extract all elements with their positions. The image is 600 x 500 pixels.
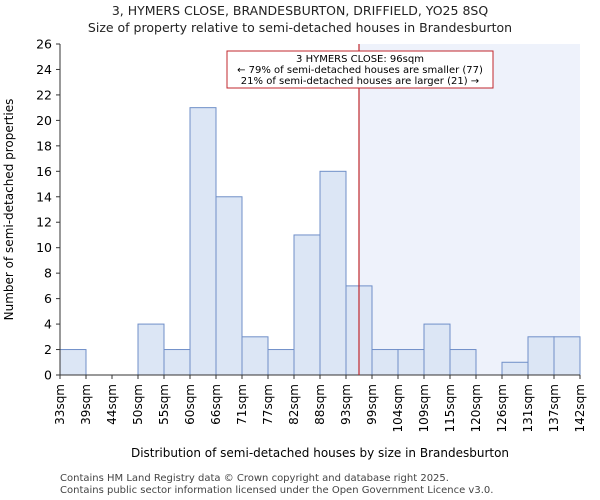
y-tick-label: 20 (36, 113, 52, 128)
y-tick-label: 18 (36, 138, 52, 153)
x-tick-label: 71sqm (235, 384, 249, 425)
annotation-line-1: 3 HYMERS CLOSE: 96sqm (296, 54, 424, 65)
histogram-bar (527, 336, 555, 376)
x-tick-label: 115sqm (443, 384, 457, 432)
histogram-bar (137, 323, 165, 376)
x-tick-label: 88sqm (313, 384, 327, 425)
histogram-bar (163, 349, 191, 376)
x-tick-label: 99sqm (365, 384, 379, 425)
x-tick-label: 109sqm (417, 384, 431, 432)
x-tick-label: 66sqm (209, 384, 223, 425)
y-tick-label: 2 (44, 342, 52, 357)
x-tick-label: 44sqm (105, 384, 119, 425)
histogram-bar (267, 349, 295, 376)
histogram-bar (189, 107, 217, 376)
histogram-bar (215, 196, 243, 376)
chart-title: 3, HYMERS CLOSE, BRANDESBURTON, DRIFFIEL… (111, 3, 489, 18)
x-tick-label: 137sqm (547, 384, 561, 432)
x-tick-label: 77sqm (261, 384, 275, 425)
histogram-bar (449, 349, 477, 376)
annotation-frame (226, 50, 494, 89)
annotation-box: 3 HYMERS CLOSE: 96sqm ← 79% of semi-deta… (226, 50, 494, 89)
x-tick-label: 126sqm (495, 384, 509, 432)
y-tick-label: 26 (36, 37, 52, 52)
histogram-bar (501, 361, 529, 376)
y-tick-label: 22 (36, 87, 52, 102)
histogram-bar (371, 349, 399, 376)
y-tick-label: 6 (44, 291, 52, 306)
y-tick-label: 0 (44, 368, 52, 383)
histogram-bar (241, 336, 269, 376)
x-tick-label: 120sqm (469, 384, 483, 432)
histogram-bar (423, 323, 451, 376)
x-tick-label: 104sqm (391, 384, 405, 432)
footer-licence: Contains public sector information licen… (60, 485, 494, 496)
x-tick-label: 39sqm (79, 384, 93, 425)
annotation-line-3: 21% of semi-detached houses are larger (… (241, 76, 479, 87)
x-tick-label: 82sqm (287, 384, 301, 425)
histogram-bar (319, 170, 347, 376)
chart-subtitle: Size of property relative to semi-detach… (87, 20, 513, 35)
x-tick-label: 131sqm (521, 384, 535, 432)
larger-properties-region (359, 44, 580, 375)
x-tick-label: 93sqm (339, 384, 353, 425)
y-tick-label: 8 (44, 266, 52, 281)
y-tick-label: 10 (36, 240, 52, 255)
y-tick-label: 16 (36, 164, 52, 179)
x-tick-label: 33sqm (53, 384, 67, 425)
histogram-bar (293, 234, 321, 376)
histogram-bar (553, 336, 581, 376)
x-axis-label: Distribution of semi-detached houses by … (131, 446, 509, 460)
x-tick-label: 60sqm (183, 384, 197, 425)
y-tick-label: 14 (36, 189, 52, 204)
histogram-bar (59, 349, 87, 376)
histogram-bar (397, 349, 425, 376)
x-tick-label: 55sqm (157, 384, 171, 425)
x-tick-label: 50sqm (131, 384, 145, 425)
y-axis-label: Number of semi-detached properties (2, 99, 16, 321)
y-tick-label: 12 (36, 215, 52, 230)
y-tick-label: 24 (36, 62, 52, 77)
footer-copyright: Contains HM Land Registry data © Crown c… (60, 473, 449, 484)
y-tick-label: 4 (44, 317, 52, 332)
annotation-line-2: ← 79% of semi-detached houses are smalle… (237, 65, 483, 76)
x-tick-label: 142sqm (573, 384, 587, 432)
